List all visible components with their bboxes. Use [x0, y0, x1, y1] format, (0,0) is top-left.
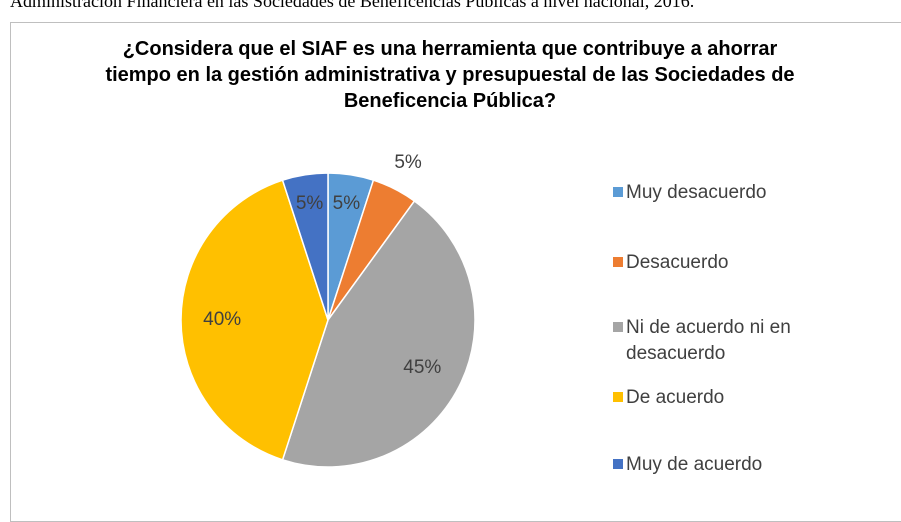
- pie-slice: [281, 172, 329, 321]
- data-label: 5%: [394, 152, 422, 173]
- legend-label: Muy de acuerdo: [626, 454, 763, 475]
- legend-swatch: [613, 257, 623, 267]
- legend-item: Ni de acuerdo ni en desacuerdo: [613, 315, 843, 367]
- legend-label: Muy desacuerdo: [626, 182, 767, 203]
- legend-item: Muy desacuerdo: [613, 180, 843, 206]
- data-label: 5%: [333, 193, 361, 214]
- legend-swatch: [613, 187, 623, 197]
- legend-swatch: [613, 322, 623, 332]
- legend-item: De acuerdo: [613, 385, 843, 411]
- data-label: 45%: [403, 357, 441, 378]
- legend-swatch: [613, 392, 623, 402]
- legend-item: Muy de acuerdo: [613, 452, 843, 478]
- legend-label: Ni de acuerdo ni en desacuerdo: [626, 317, 791, 364]
- legend-swatch: [613, 459, 623, 469]
- legend-label: De acuerdo: [626, 387, 725, 408]
- pie-slice: [281, 200, 476, 468]
- caption: Administración Financiera en las Socieda…: [10, 0, 695, 11]
- chart-title: ¿Considera que el SIAF es una herramient…: [105, 38, 795, 112]
- legend-label: Desacuerdo: [626, 252, 729, 273]
- data-label: 40%: [203, 309, 241, 330]
- data-label: 5%: [296, 193, 324, 214]
- pie-slice: [180, 179, 329, 461]
- legend-item: Desacuerdo: [613, 250, 843, 276]
